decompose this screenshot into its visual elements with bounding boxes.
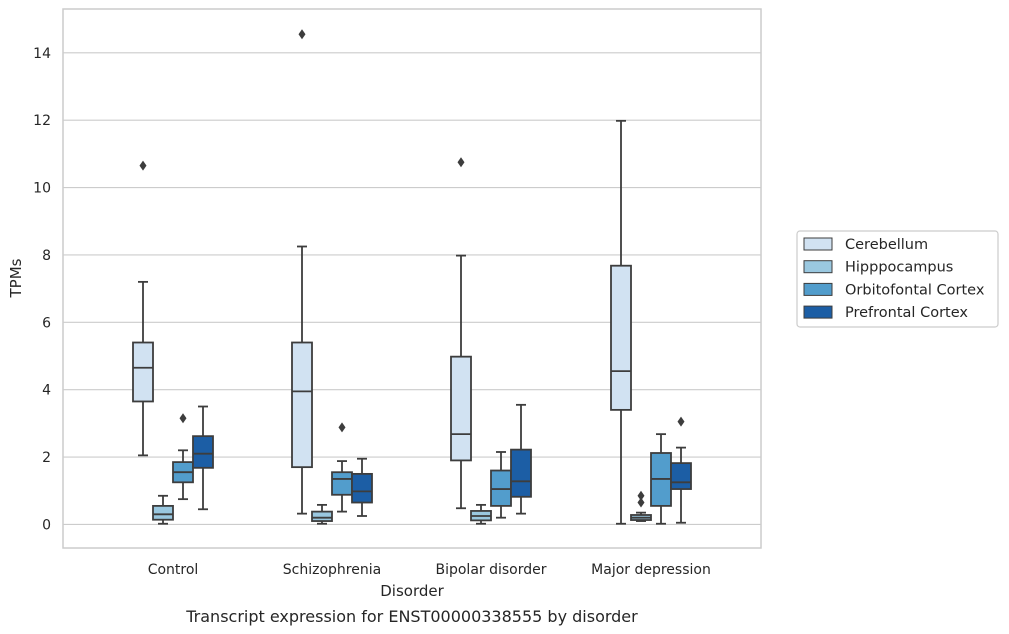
legend-label: Prefrontal Cortex	[845, 305, 968, 321]
box-cerebellum-3	[610, 119, 632, 525]
x-tick-label: Bipolar disorder	[435, 562, 546, 578]
outlier-marker	[457, 157, 465, 168]
legend-label: Hipppocampus	[845, 260, 953, 276]
box-body	[670, 462, 692, 490]
y-tick-label: 4	[42, 383, 51, 399]
box-body	[510, 448, 532, 498]
outlier-marker	[139, 160, 147, 171]
legend: Cerebellum Hipppocampus Orbitofontal Corte…	[796, 230, 999, 328]
box-body	[311, 510, 333, 522]
plot-frame	[62, 8, 762, 549]
box-prefrontal-cortex-0	[192, 405, 214, 511]
box-orbitofontal-cortex-1	[331, 422, 353, 513]
y-tick-label: 14	[33, 46, 51, 62]
box-body	[132, 341, 154, 403]
box-cerebellum-1	[291, 29, 313, 515]
legend-label: Orbitofontal Cortex	[845, 282, 985, 298]
outlier-marker	[179, 413, 187, 424]
box-body	[351, 472, 373, 504]
box-body	[152, 504, 174, 521]
y-axis-title: TPMs	[7, 258, 25, 298]
outlier-marker	[637, 497, 645, 508]
y-tick-label: 8	[42, 248, 51, 264]
box-body	[291, 341, 313, 469]
box-hipppocampus-0	[152, 494, 174, 525]
y-tick-label: 2	[42, 450, 51, 466]
legend-swatch	[803, 282, 833, 296]
box-cerebellum-2	[450, 157, 472, 510]
y-tick-label: 12	[33, 113, 51, 129]
outlier-marker	[338, 422, 346, 433]
y-tick-label: 0	[42, 517, 51, 533]
box-body	[192, 435, 214, 469]
legend-label: Cerebellum	[845, 237, 928, 253]
box-layer	[132, 29, 692, 525]
box-prefrontal-cortex-1	[351, 457, 373, 517]
box-body	[331, 471, 353, 496]
y-tick-label: 6	[42, 315, 51, 331]
outlier-marker	[298, 29, 306, 40]
plot-background	[63, 9, 761, 548]
legend-frame	[796, 230, 999, 328]
x-tick-label: Major depression	[591, 562, 711, 578]
box-hipppocampus-2	[470, 503, 492, 525]
legend-swatch	[803, 305, 833, 319]
legend-swatch	[803, 237, 833, 251]
box-cerebellum-0	[132, 160, 154, 457]
axes-layer: 0 2 4 6 8 10 12 14 Control Schizophrenia Bipolar d…	[33, 8, 762, 578]
x-tick-label: Schizophrenia	[283, 562, 381, 578]
x-tick-label: Control	[148, 562, 199, 578]
outlier-marker	[677, 416, 685, 427]
outlier-marker	[637, 490, 645, 501]
box-prefrontal-cortex-2	[510, 403, 532, 515]
legend-swatch	[803, 260, 833, 274]
box-orbitofontal-cortex-0	[172, 413, 194, 501]
chart-caption: Transcript expression for ENST0000033855…	[185, 607, 638, 626]
grid-layer	[63, 9, 761, 548]
box-hipppocampus-1	[311, 503, 333, 525]
box-body	[610, 264, 632, 411]
x-axis-title: Disorder	[380, 582, 444, 600]
y-tick-label: 10	[33, 181, 51, 197]
box-orbitofontal-cortex-2	[490, 451, 512, 519]
box-body	[450, 355, 472, 462]
box-prefrontal-cortex-3	[670, 416, 692, 524]
box-hipppocampus-3	[630, 490, 652, 522]
